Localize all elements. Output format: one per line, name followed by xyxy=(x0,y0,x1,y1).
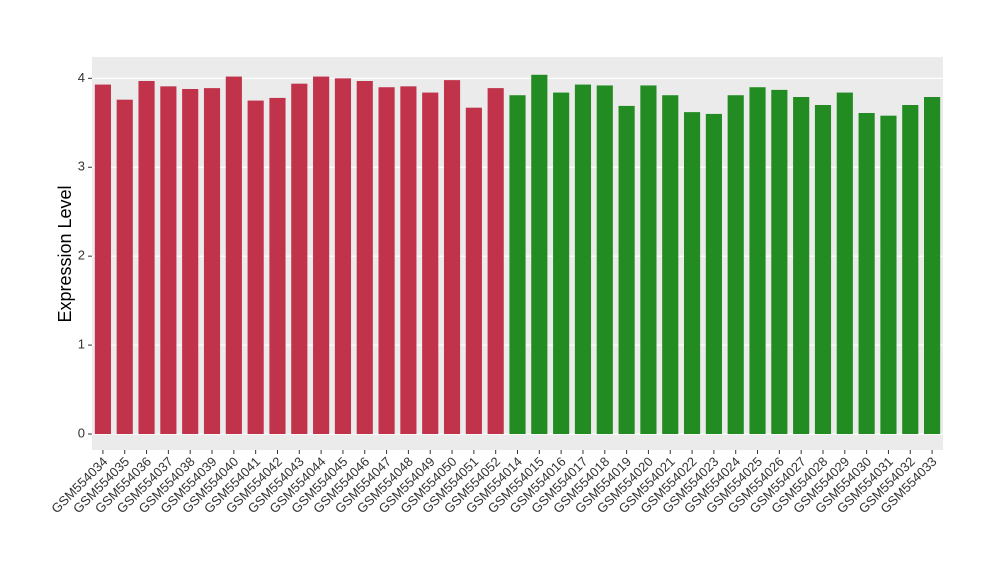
bar xyxy=(203,88,221,434)
bar xyxy=(531,74,548,434)
bar xyxy=(422,92,439,434)
bar xyxy=(443,80,461,434)
y-tick-label: 3 xyxy=(78,159,85,174)
bar xyxy=(902,105,919,434)
bar xyxy=(553,92,570,434)
y-tick-label: 4 xyxy=(78,70,85,85)
bar xyxy=(509,95,526,434)
bar xyxy=(727,95,744,434)
bar xyxy=(574,84,592,434)
bar xyxy=(247,100,264,434)
bar xyxy=(291,83,308,434)
bar xyxy=(138,81,155,434)
bar xyxy=(640,85,657,434)
y-tick-label: 1 xyxy=(78,337,85,352)
bar xyxy=(356,81,373,434)
bar xyxy=(596,85,613,434)
bar xyxy=(858,113,875,434)
bar xyxy=(94,84,111,434)
bar xyxy=(269,97,286,434)
bar xyxy=(160,86,177,434)
y-axis-title: Expression Level xyxy=(55,185,75,322)
bar xyxy=(487,88,504,434)
bar xyxy=(378,87,395,434)
bar xyxy=(400,86,417,434)
bar xyxy=(465,107,482,434)
bar xyxy=(771,89,788,434)
y-tick-label: 2 xyxy=(78,248,85,263)
bar xyxy=(334,78,352,434)
bar xyxy=(662,95,679,434)
bar xyxy=(116,99,133,434)
bar xyxy=(793,97,810,434)
bar xyxy=(618,105,635,434)
bar xyxy=(225,76,242,434)
y-tick-label: 0 xyxy=(78,425,85,440)
bar xyxy=(749,87,766,434)
bar xyxy=(683,112,701,434)
bar xyxy=(836,92,853,434)
bar xyxy=(182,89,199,434)
bar xyxy=(814,105,832,434)
bar xyxy=(880,115,897,434)
bar xyxy=(924,97,941,434)
bar xyxy=(313,76,330,434)
bar xyxy=(705,113,722,434)
